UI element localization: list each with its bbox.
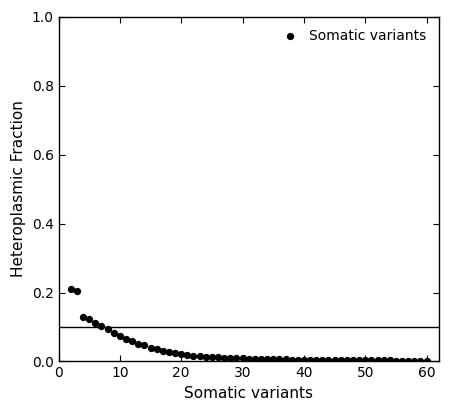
Legend: Somatic variants: Somatic variants bbox=[270, 23, 432, 49]
Somatic variants bbox=[386, 357, 393, 364]
Y-axis label: Heteroplasmic Fraction: Heteroplasmic Fraction bbox=[11, 101, 26, 277]
Somatic variants bbox=[122, 336, 130, 342]
Somatic variants bbox=[227, 355, 234, 361]
Somatic variants bbox=[141, 342, 148, 349]
Somatic variants bbox=[362, 357, 369, 364]
Somatic variants bbox=[116, 332, 123, 339]
Somatic variants bbox=[165, 349, 172, 356]
Somatic variants bbox=[220, 354, 228, 361]
Somatic variants bbox=[208, 353, 216, 360]
Somatic variants bbox=[313, 357, 320, 363]
Somatic variants bbox=[411, 358, 418, 364]
Somatic variants bbox=[98, 323, 105, 329]
Somatic variants bbox=[392, 358, 400, 364]
Somatic variants bbox=[67, 286, 74, 293]
Somatic variants bbox=[374, 357, 381, 364]
Somatic variants bbox=[356, 357, 363, 364]
Somatic variants bbox=[282, 356, 289, 363]
Somatic variants bbox=[239, 355, 246, 362]
Somatic variants bbox=[147, 344, 154, 351]
Somatic variants bbox=[276, 356, 283, 363]
Somatic variants bbox=[159, 347, 166, 354]
Somatic variants bbox=[399, 358, 406, 364]
Somatic variants bbox=[73, 288, 81, 294]
Somatic variants bbox=[380, 357, 387, 364]
Somatic variants bbox=[245, 356, 252, 362]
Somatic variants bbox=[331, 357, 338, 363]
Somatic variants bbox=[80, 314, 87, 320]
Somatic variants bbox=[92, 319, 99, 326]
Somatic variants bbox=[171, 350, 179, 356]
Somatic variants bbox=[184, 351, 191, 358]
Somatic variants bbox=[368, 357, 375, 364]
Somatic variants bbox=[233, 355, 240, 362]
Somatic variants bbox=[110, 330, 117, 336]
Somatic variants bbox=[288, 356, 295, 363]
Somatic variants bbox=[325, 357, 332, 363]
Somatic variants bbox=[251, 356, 258, 362]
Somatic variants bbox=[417, 358, 424, 364]
Somatic variants bbox=[294, 356, 302, 363]
Somatic variants bbox=[270, 356, 277, 363]
Somatic variants bbox=[257, 356, 265, 363]
Somatic variants bbox=[306, 356, 314, 363]
Somatic variants bbox=[104, 326, 111, 333]
Somatic variants bbox=[135, 340, 142, 347]
Somatic variants bbox=[178, 351, 185, 358]
Somatic variants bbox=[405, 358, 412, 364]
Somatic variants bbox=[215, 354, 222, 360]
Somatic variants bbox=[337, 357, 344, 363]
Somatic variants bbox=[153, 346, 160, 353]
Somatic variants bbox=[343, 357, 351, 364]
Somatic variants bbox=[190, 352, 197, 359]
Somatic variants bbox=[423, 358, 430, 364]
Somatic variants bbox=[196, 353, 203, 359]
Somatic variants bbox=[349, 357, 356, 364]
Somatic variants bbox=[202, 353, 209, 360]
Somatic variants bbox=[264, 356, 271, 363]
Somatic variants bbox=[319, 357, 326, 363]
Somatic variants bbox=[129, 338, 136, 345]
Somatic variants bbox=[300, 356, 307, 363]
X-axis label: Somatic variants: Somatic variants bbox=[184, 386, 313, 401]
Somatic variants bbox=[86, 316, 93, 323]
